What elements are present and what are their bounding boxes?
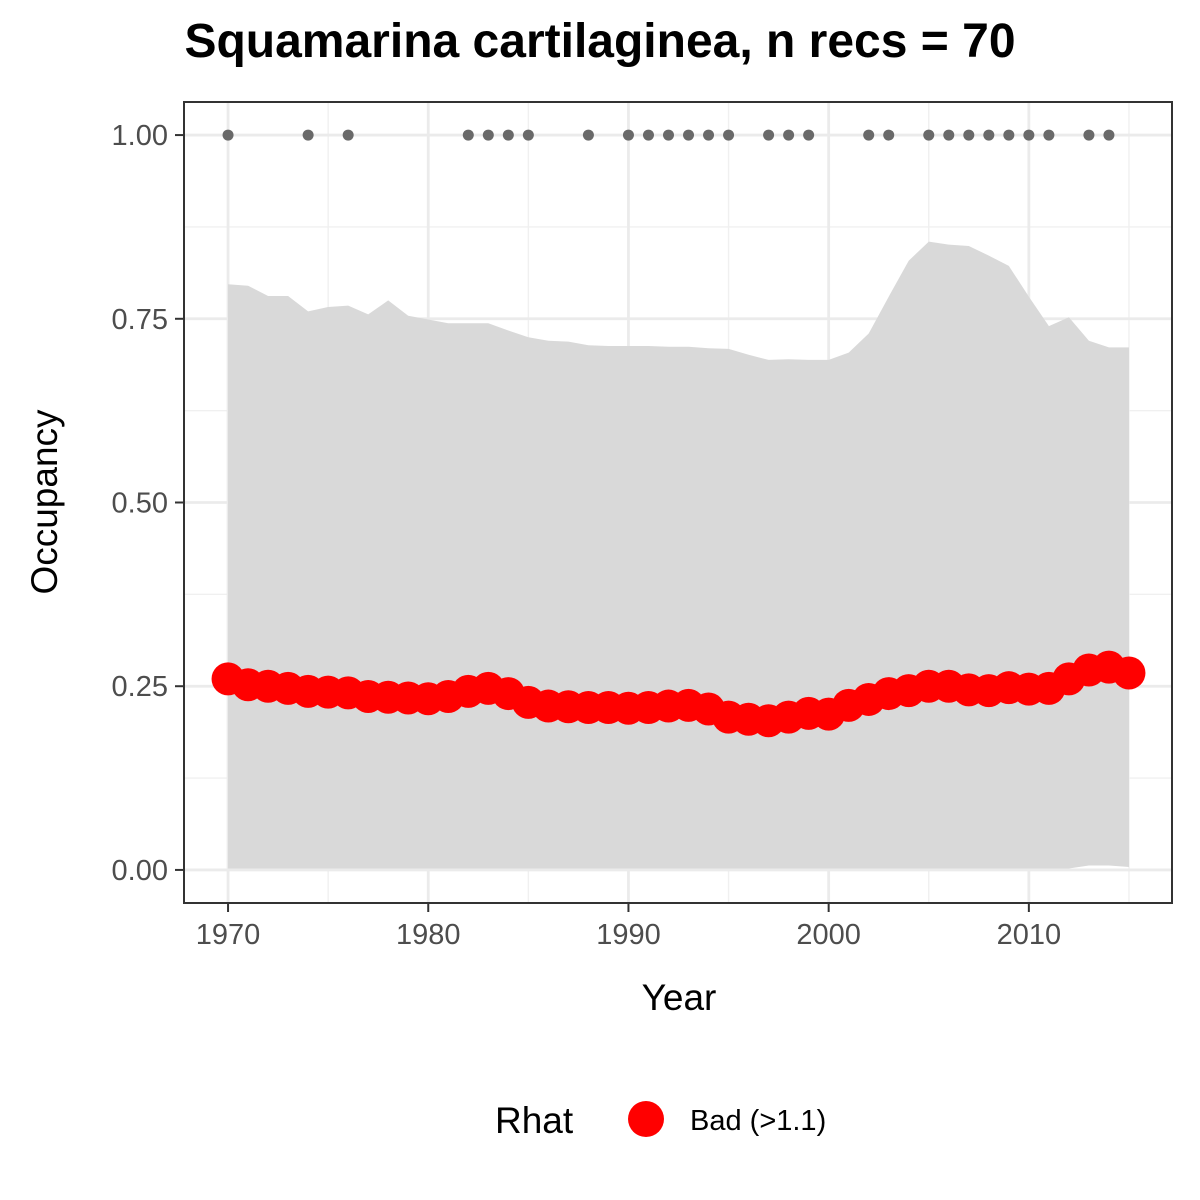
record-point <box>783 129 795 141</box>
record-point <box>863 129 875 141</box>
record-point <box>1003 129 1015 141</box>
record-point <box>963 129 975 141</box>
axis-ticks <box>175 134 1030 912</box>
x-tick-label: 1970 <box>196 919 261 951</box>
legend-label-bad: Bad (>1.1) <box>690 1105 826 1137</box>
record-point <box>983 129 995 141</box>
legend: Rhat Bad (>1.1) <box>495 1100 826 1141</box>
x-tick-label: 1980 <box>396 919 461 951</box>
record-point <box>522 129 534 141</box>
record-point <box>943 129 955 141</box>
record-point <box>482 129 494 141</box>
record-point <box>1043 129 1055 141</box>
y-tick-label: 1.00 <box>112 120 168 152</box>
legend-key-bad <box>628 1101 664 1137</box>
y-axis-title: Occupancy <box>24 409 65 595</box>
y-tick-label: 0.75 <box>112 304 168 336</box>
record-point <box>803 129 815 141</box>
record-point <box>883 129 895 141</box>
legend-title: Rhat <box>495 1100 574 1141</box>
x-tick-label: 2000 <box>796 919 861 951</box>
record-point <box>222 129 234 141</box>
record-point <box>1103 129 1115 141</box>
record-point <box>923 129 935 141</box>
record-point <box>703 129 715 141</box>
record-point <box>642 129 654 141</box>
y-tick-label: 0.50 <box>112 488 168 520</box>
y-tick-label: 0.25 <box>112 671 168 703</box>
record-point <box>763 129 775 141</box>
occupancy-point <box>1112 656 1146 690</box>
record-point <box>462 129 474 141</box>
record-point <box>683 129 695 141</box>
tick-labels: 1970 1980 1990 2000 2010 0.00 0.25 0.50 0.75 1.00 <box>112 120 1062 951</box>
record-point <box>582 129 594 141</box>
record-points <box>222 129 1115 141</box>
x-axis-title: Year <box>642 977 717 1018</box>
chart-title: Squamarina cartilaginea, n recs = 70 <box>184 15 1016 68</box>
occupancy-points <box>211 650 1146 738</box>
record-point <box>302 129 314 141</box>
record-point <box>342 129 354 141</box>
record-point <box>1023 129 1035 141</box>
credible-interval-ribbon <box>228 241 1129 869</box>
record-point <box>1083 129 1095 141</box>
record-point <box>622 129 634 141</box>
x-tick-label: 1990 <box>596 919 661 951</box>
record-point <box>662 129 674 141</box>
record-point <box>502 129 514 141</box>
y-tick-label: 0.00 <box>112 855 168 887</box>
x-tick-label: 2010 <box>997 919 1062 951</box>
record-point <box>723 129 735 141</box>
